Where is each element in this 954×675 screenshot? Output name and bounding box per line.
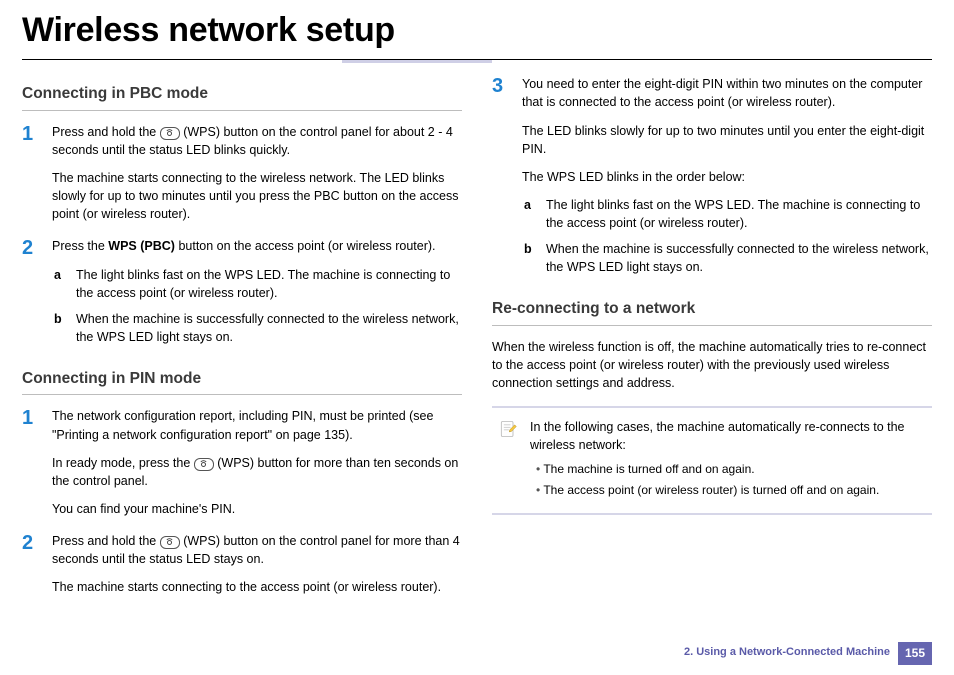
- note-intro: In the following cases, the machine auto…: [530, 418, 926, 454]
- wps-icon: [160, 536, 180, 549]
- step-text: Press the WPS (PBC) button on the access…: [52, 237, 462, 255]
- step: 1 The network configuration report, incl…: [22, 407, 462, 518]
- right-column: 3 You need to enter the eight-digit PIN …: [492, 75, 932, 610]
- substep: b When the machine is successfully conne…: [522, 240, 932, 276]
- substep-text: When the machine is successfully connect…: [76, 310, 462, 346]
- step-text: Press and hold the (WPS) button on the c…: [52, 123, 462, 159]
- step-body: The network configuration report, includ…: [52, 407, 462, 518]
- substep: a The light blinks fast on the WPS LED. …: [52, 266, 462, 302]
- step-number: 3: [492, 75, 512, 284]
- text-fragment: Press and hold the: [52, 534, 160, 548]
- substep-text: The light blinks fast on the WPS LED. Th…: [76, 266, 462, 302]
- step-number: 1: [22, 407, 42, 518]
- note-bullet: The access point (or wireless router) is…: [536, 482, 926, 499]
- step-text: The LED blinks slowly for up to two minu…: [522, 122, 932, 158]
- footer-chapter: 2. Using a Network-Connected Machine: [684, 645, 890, 661]
- note-box: In the following cases, the machine auto…: [492, 406, 932, 515]
- wps-icon: [194, 458, 214, 471]
- substep-letter: a: [54, 266, 68, 302]
- substep-letter: b: [54, 310, 68, 346]
- step-text: Press and hold the (WPS) button on the c…: [52, 532, 462, 568]
- step-body: Press the WPS (PBC) button on the access…: [52, 237, 462, 354]
- substep-text: When the machine is successfully connect…: [546, 240, 932, 276]
- substep-letter: b: [524, 240, 538, 276]
- step-text: In ready mode, press the (WPS) button fo…: [52, 454, 462, 490]
- step-text: The WPS LED blinks in the order below:: [522, 168, 932, 186]
- step-body: Press and hold the (WPS) button on the c…: [52, 123, 462, 224]
- step: 1 Press and hold the (WPS) button on the…: [22, 123, 462, 224]
- step: 2 Press the WPS (PBC) button on the acce…: [22, 237, 462, 354]
- step: 2 Press and hold the (WPS) button on the…: [22, 532, 462, 596]
- substep-letter: a: [524, 196, 538, 232]
- text-fragment: In ready mode, press the: [52, 456, 194, 470]
- step-number: 1: [22, 123, 42, 224]
- page-number: 155: [898, 642, 932, 665]
- note-body: In the following cases, the machine auto…: [530, 418, 926, 503]
- substep: b When the machine is successfully conne…: [52, 310, 462, 346]
- step-text: You can find your machine's PIN.: [52, 500, 462, 518]
- step: 3 You need to enter the eight-digit PIN …: [492, 75, 932, 284]
- text-fragment: Press the: [52, 239, 108, 253]
- note-list: The machine is turned off and on again. …: [530, 461, 926, 500]
- step-number: 2: [22, 532, 42, 596]
- step-text: The network configuration report, includ…: [52, 407, 462, 443]
- step-number: 2: [22, 237, 42, 354]
- section-heading-pin: Connecting in PIN mode: [22, 368, 462, 395]
- left-column: Connecting in PBC mode 1 Press and hold …: [22, 75, 462, 610]
- section-heading-pbc: Connecting in PBC mode: [22, 83, 462, 110]
- note-icon: [498, 418, 520, 503]
- step-body: You need to enter the eight-digit PIN wi…: [522, 75, 932, 284]
- page-footer: 2. Using a Network-Connected Machine 155: [684, 642, 932, 665]
- step-text: The machine starts connecting to the wir…: [52, 169, 462, 223]
- content-columns: Connecting in PBC mode 1 Press and hold …: [22, 75, 932, 610]
- step-text: You need to enter the eight-digit PIN wi…: [522, 75, 932, 111]
- page-title: Wireless network setup: [22, 0, 932, 59]
- section-heading-reconnect: Re-connecting to a network: [492, 298, 932, 325]
- text-fragment: Press and hold the: [52, 125, 160, 139]
- wps-icon: [160, 127, 180, 140]
- substep: a The light blinks fast on the WPS LED. …: [522, 196, 932, 232]
- text-fragment: button on the access point (or wireless …: [178, 239, 435, 253]
- substep-text: The light blinks fast on the WPS LED. Th…: [546, 196, 932, 232]
- note-bullet: The machine is turned off and on again.: [536, 461, 926, 478]
- accent-bar: [342, 60, 492, 63]
- step-body: Press and hold the (WPS) button on the c…: [52, 532, 462, 596]
- step-text: The machine starts connecting to the acc…: [52, 578, 462, 596]
- bold-text: WPS (PBC): [108, 239, 175, 253]
- body-paragraph: When the wireless function is off, the m…: [492, 338, 932, 392]
